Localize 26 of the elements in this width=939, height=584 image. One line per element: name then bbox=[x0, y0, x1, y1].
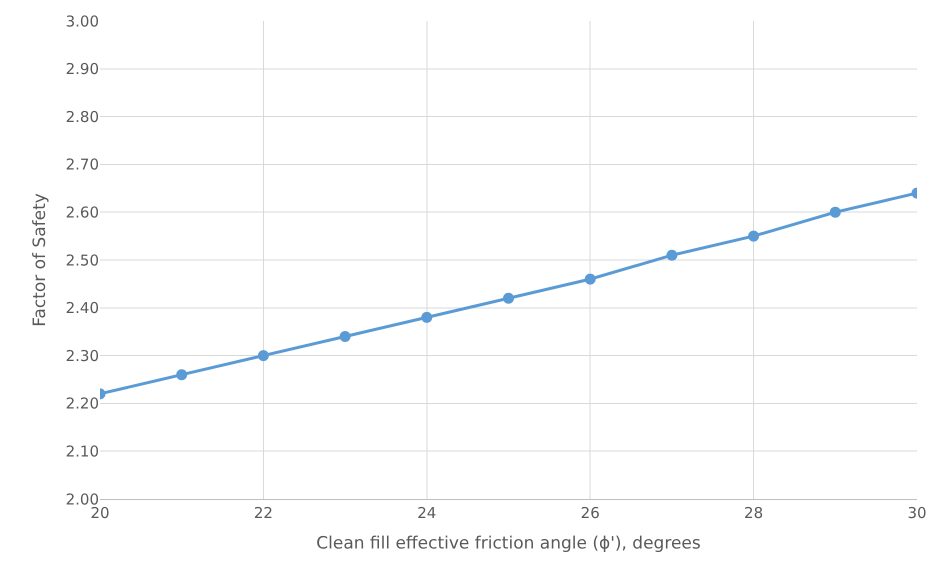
point bbox=[748, 230, 760, 242]
x-tick-label: 28 bbox=[744, 504, 764, 522]
point bbox=[340, 330, 351, 342]
point bbox=[666, 250, 678, 261]
y-tick-label: 2.60 bbox=[66, 203, 99, 222]
y-tick-label: 2.70 bbox=[66, 156, 99, 174]
point bbox=[830, 206, 841, 218]
x-axis-title: Clean fill effective friction angle (ϕ'), degrees bbox=[316, 533, 701, 554]
y-tick-label: 2.90 bbox=[66, 60, 99, 78]
y-tick-label: 2.40 bbox=[66, 299, 99, 318]
x-tick-label: 30 bbox=[907, 504, 927, 522]
point bbox=[584, 274, 596, 285]
point bbox=[503, 292, 514, 304]
point bbox=[421, 312, 432, 323]
y-tick-label: 2.30 bbox=[66, 346, 99, 365]
y-tick-label: 2.80 bbox=[66, 108, 99, 126]
x-tick-label: 22 bbox=[254, 504, 273, 522]
y-tick-label: 2.50 bbox=[66, 251, 99, 270]
y-axis-title: Factor of Safety bbox=[30, 193, 50, 327]
x-tick-label: 24 bbox=[417, 504, 436, 522]
point bbox=[258, 350, 269, 362]
y-tick-label: 2.20 bbox=[66, 394, 99, 413]
point bbox=[176, 369, 188, 380]
y-tick-label: 2.10 bbox=[66, 442, 99, 460]
x-tick-label: 26 bbox=[580, 504, 600, 522]
y-tick-label: 3.00 bbox=[66, 12, 99, 30]
